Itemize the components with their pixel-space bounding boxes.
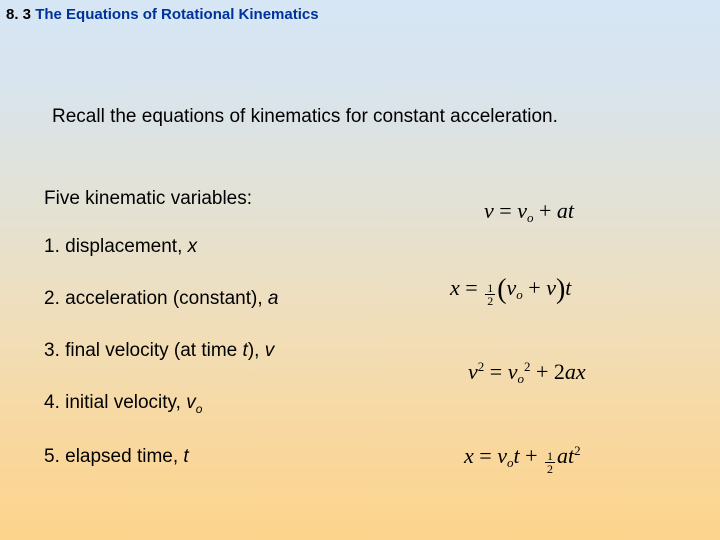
eq-v: v (507, 275, 517, 300)
list-item: 1. displacement, x (44, 236, 384, 258)
equation-1: v = vo + at (484, 200, 574, 224)
item-text: 3. final velocity (at time (44, 340, 243, 361)
intro-text: Recall the equations of kinematics for c… (52, 106, 558, 128)
eq-equals: = (494, 198, 517, 223)
list-item: 5. elapsed time, t (44, 446, 384, 468)
section-title: The Equations of Rotational Kinematics (35, 6, 318, 23)
eq-v2: v (546, 275, 556, 300)
item-var: v (265, 340, 275, 361)
item-text2: ), (248, 340, 265, 361)
item-text: 1. displacement, (44, 236, 188, 257)
eq-x: x (576, 359, 586, 384)
equation-2: x = 12(vo + v)t (450, 276, 571, 307)
item-sub: o (196, 402, 203, 416)
item-text: 4. initial velocity, (44, 392, 186, 413)
item-var: a (268, 288, 279, 309)
variables-list: Five kinematic variables: 1. displacemen… (44, 188, 384, 498)
eq-v: v (497, 443, 507, 468)
eq-lparen: ( (497, 276, 506, 304)
eq-v: v (508, 359, 518, 384)
eq-a: a (565, 359, 576, 384)
eq-a: a (557, 198, 568, 223)
eq-lhs: v (484, 198, 494, 223)
frac-den: 2 (485, 295, 495, 307)
eq-equals: = (474, 443, 497, 468)
eq-v: v (517, 198, 527, 223)
eq-rparen: ) (556, 276, 565, 304)
eq-lhs: x (450, 275, 460, 300)
list-item: 4. initial velocity, vo (44, 392, 384, 416)
section-number: 8. 3 (6, 6, 31, 23)
eq-plus: + 2 (530, 359, 564, 384)
eq-t: t (565, 275, 571, 300)
item-var: x (188, 236, 198, 257)
eq-t: t (568, 198, 574, 223)
item-text: 5. elapsed time, (44, 446, 183, 467)
eq-frac-half: 12 (485, 282, 495, 307)
item-text: 2. acceleration (constant), (44, 288, 268, 309)
variables-subhead: Five kinematic variables: (44, 188, 384, 210)
list-item: 3. final velocity (at time t), v (44, 340, 384, 362)
eq-plus: + (533, 198, 556, 223)
eq-a: a (557, 443, 568, 468)
list-item: 2. acceleration (constant), a (44, 288, 384, 310)
item-var: v (186, 392, 196, 413)
eq-equals: = (484, 359, 507, 384)
item-var: t (183, 446, 188, 467)
eq-lhs: v (468, 359, 478, 384)
eq-equals: = (460, 275, 483, 300)
eq-plus: + (523, 275, 546, 300)
frac-den: 2 (545, 463, 555, 475)
eq-lhs: x (464, 443, 474, 468)
eq-sup: 2 (574, 443, 581, 458)
eq-frac-half: 12 (545, 450, 555, 475)
equation-4: x = vot + 12at2 (464, 444, 581, 475)
eq-plus: + (520, 443, 543, 468)
slide: 8. 3 The Equations of Rotational Kinemat… (0, 0, 720, 540)
slide-header: 8. 3 The Equations of Rotational Kinemat… (0, 0, 720, 23)
equation-3: v2 = vo2 + 2ax (468, 360, 586, 385)
